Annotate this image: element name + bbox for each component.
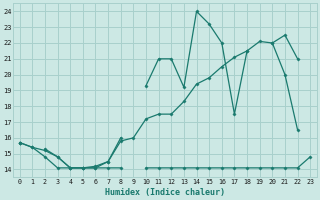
X-axis label: Humidex (Indice chaleur): Humidex (Indice chaleur) — [105, 188, 225, 197]
